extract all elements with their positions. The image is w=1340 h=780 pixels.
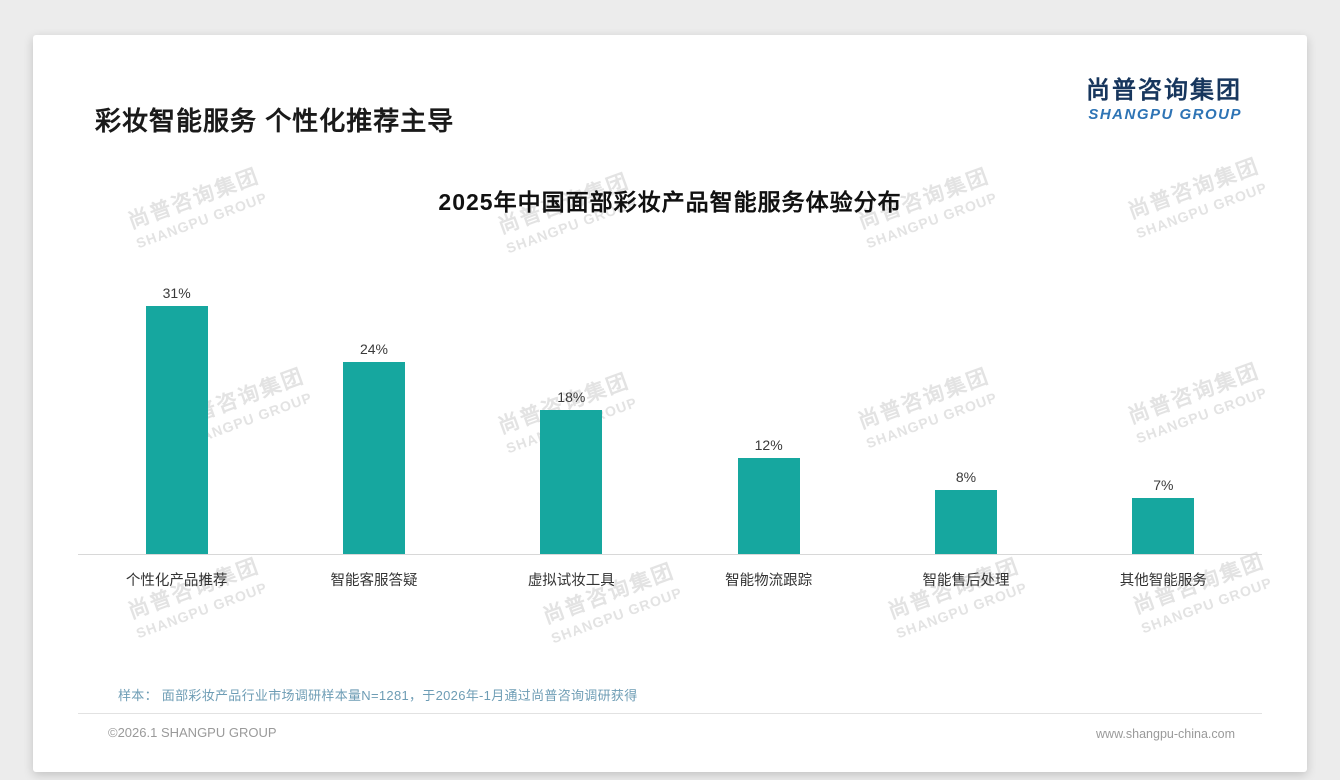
bar <box>540 410 603 554</box>
bar-value-label: 8% <box>955 469 977 485</box>
bar-value-label: 7% <box>1153 477 1174 493</box>
bar <box>1132 498 1195 554</box>
category-label: 智能客服答疑 <box>330 573 418 589</box>
bar-chart: 31% 24% 18% 12% 8% 7% <box>78 267 1262 555</box>
chart-column: 8% <box>867 267 1064 554</box>
category-label: 个性化产品推荐 <box>125 573 228 589</box>
chart-column: 31% <box>78 267 275 554</box>
page-title: 彩妆智能服务 个性化推荐主导 <box>95 106 455 136</box>
chart-column: 18% <box>473 267 670 554</box>
chart-column: 7% <box>1065 267 1262 554</box>
bar <box>737 458 800 554</box>
chart-title: 2025年中国面部彩妆产品智能服务体验分布 <box>438 189 902 215</box>
footer-copyright: ©2026.1 SHANGPU GROUP <box>108 725 277 740</box>
sample-note: 样本： 面部彩妆产品行业市场调研样本量N=1281，于2026年-1月通过尚普咨… <box>118 688 638 703</box>
logo-cn-text: 尚普咨询集团 <box>1086 77 1242 104</box>
company-logo: 尚普咨询集团 SHANGPU GROUP <box>1086 77 1242 124</box>
category-axis: 个性化产品推荐 智能客服答疑 虚拟试妆工具 智能物流跟踪 智能售后处理 其他智能… <box>78 569 1262 590</box>
footer-website: www.shangpu-china.com <box>1096 727 1235 741</box>
bar-value-label: 12% <box>754 437 783 453</box>
bar-value-label: 24% <box>359 341 388 357</box>
bar-value-label: 31% <box>162 285 191 301</box>
category-label: 其他智能服务 <box>1119 573 1207 589</box>
bar-value-label: 18% <box>557 389 586 405</box>
bar <box>342 362 405 554</box>
chart-column: 12% <box>670 267 867 554</box>
category-label: 智能售后处理 <box>922 573 1010 589</box>
slide-card: 尚普咨询集团 SHANGPU GROUP 尚普咨询集团 SHANGPU GROUP … <box>33 35 1307 772</box>
category-label: 智能物流跟踪 <box>725 573 813 589</box>
chart-column: 24% <box>275 267 472 554</box>
category-label: 虚拟试妆工具 <box>527 573 615 589</box>
footer-divider <box>78 713 1262 714</box>
bar <box>145 306 208 554</box>
bar <box>934 490 997 554</box>
logo-en-text: SHANGPU GROUP <box>1088 105 1242 123</box>
